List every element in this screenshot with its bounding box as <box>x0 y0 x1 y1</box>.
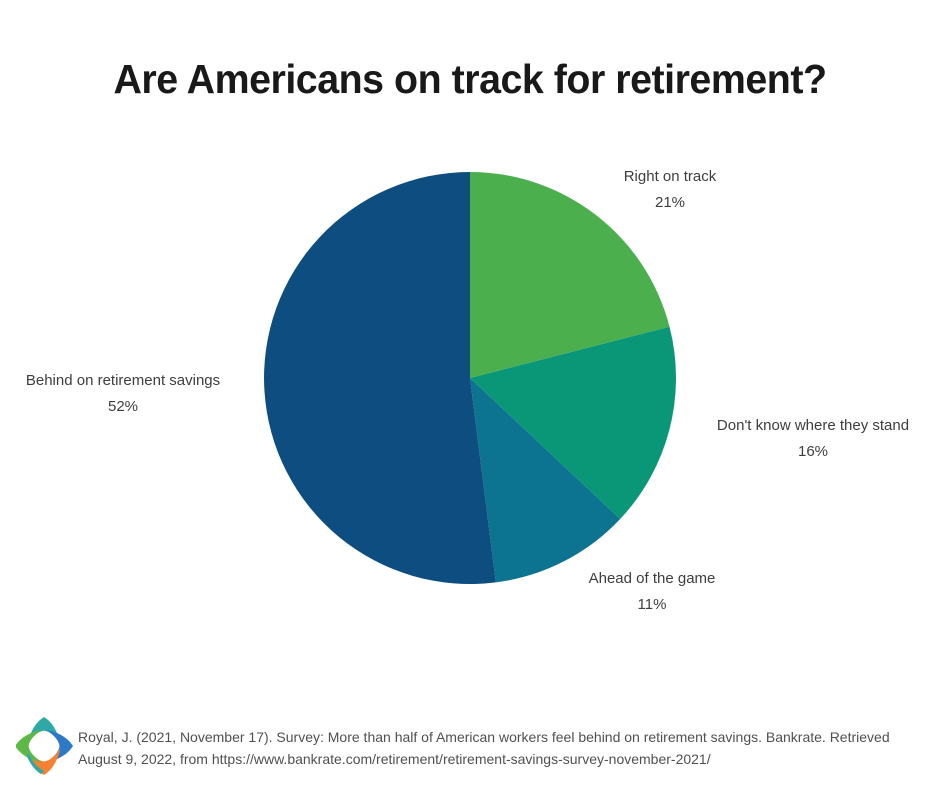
citation: Royal, J. (2021, November 17). Survey: M… <box>78 726 890 770</box>
slice-percent: 11% <box>637 596 667 613</box>
slice-label-ahead-of-the-game: Ahead of the game 11% <box>532 566 772 618</box>
slice-percent: 21% <box>654 194 686 211</box>
pie-slice-behind-on-retirement-savings <box>264 172 496 584</box>
citation-line-2: August 9, 2022, from https://www.bankrat… <box>78 751 711 767</box>
logo-point-top <box>27 717 61 745</box>
pie-chart <box>264 172 676 584</box>
slice-label-text: Don't know where they stand <box>716 417 910 434</box>
logo-star <box>16 717 74 776</box>
slice-label-text: Behind on retirement savings <box>25 372 221 389</box>
chart-title: Are Americans on track for retirement? <box>113 56 827 102</box>
logo-check-accent <box>26 753 45 775</box>
citation-line-1: Royal, J. (2021, November 17). Survey: M… <box>78 729 890 745</box>
pie-slice-right-on-track <box>470 172 670 378</box>
logo-point-right <box>45 729 74 763</box>
slice-label-right-on-track: Right on track 21% <box>550 164 790 216</box>
slice-percent: 16% <box>797 443 829 460</box>
pie-slice-don-t-know-where-they-stand <box>470 326 676 520</box>
four-point-star-logo <box>16 717 74 776</box>
slice-label-dont-know-where-they-stand: Don't know where they stand 16% <box>693 413 933 465</box>
slice-label-text: Ahead of the game <box>588 570 716 587</box>
pie-slice-ahead-of-the-game <box>470 378 621 583</box>
slice-percent: 52% <box>107 398 139 415</box>
logo-point-left <box>16 729 43 763</box>
logo-point-bottom <box>27 747 61 776</box>
slice-label-behind-on-retirement-savings: Behind on retirement savings 52% <box>3 368 243 420</box>
slice-label-text: Right on track <box>623 168 717 185</box>
